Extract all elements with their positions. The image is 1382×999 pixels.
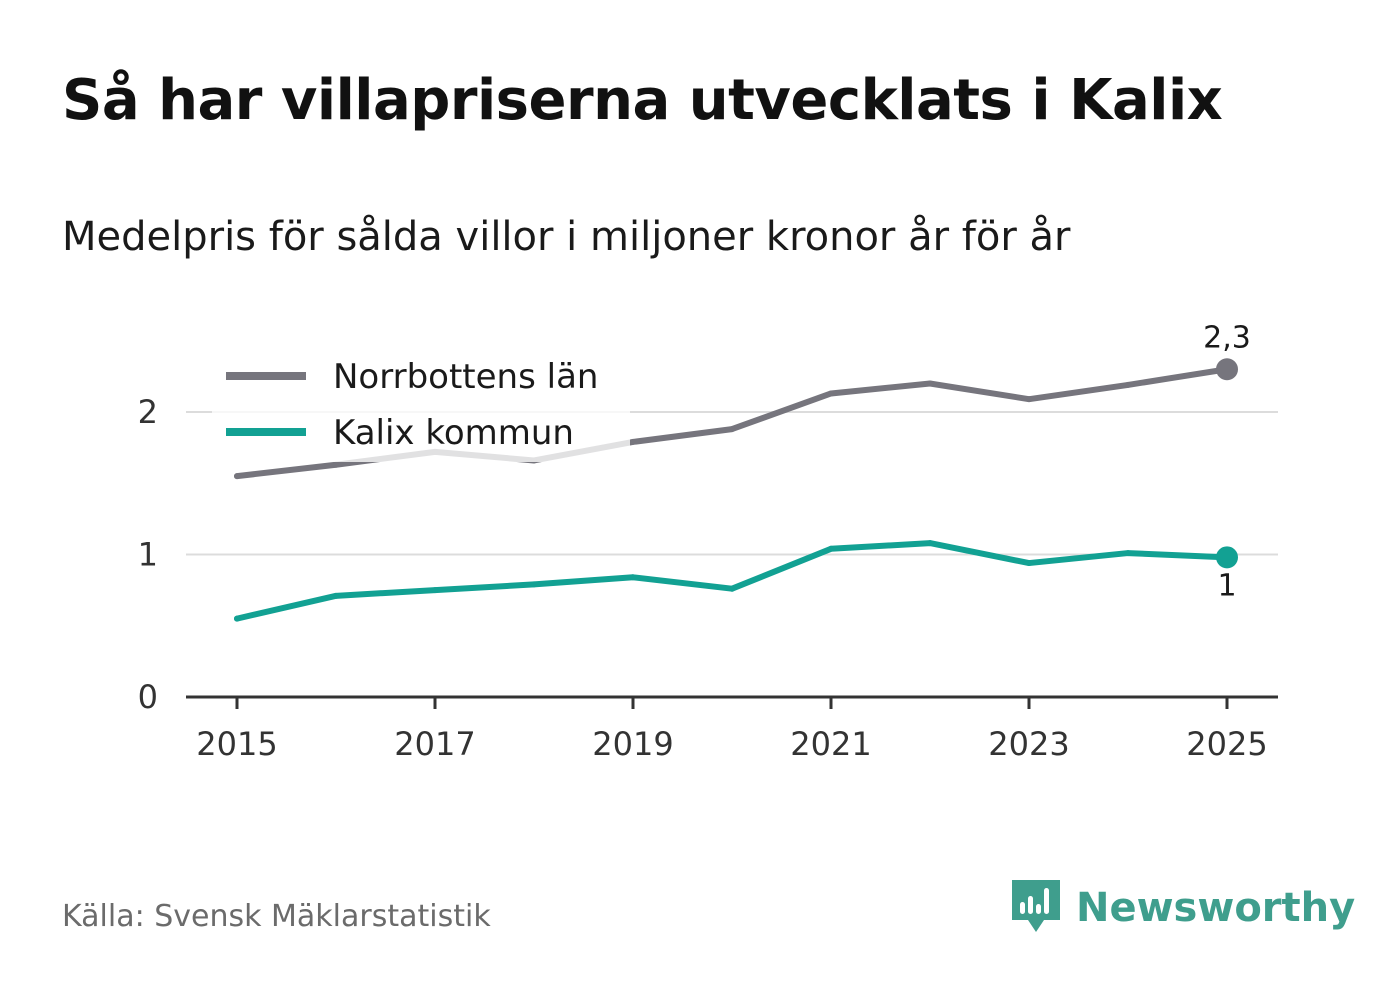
data-point-0-2019 (630, 438, 636, 445)
y-tick-label-2: 2 (138, 393, 158, 431)
legend-label-1: Kalix kommun (333, 413, 574, 453)
axes: 0 1 2 2015 2017 2019 2021 2023 2025 (138, 393, 1278, 763)
data-point-0-2015 (234, 473, 240, 480)
data-point-1-2018 (531, 581, 537, 588)
data-point-0-2023 (1026, 396, 1032, 403)
x-tick-label-2023: 2023 (988, 725, 1069, 763)
legend-background (212, 350, 630, 462)
x-tick-label-2025: 2025 (1186, 725, 1267, 763)
end-marker-1 (1216, 546, 1238, 569)
chart-subtitle: Medelpris för sålda villor i miljoner kr… (62, 214, 1071, 260)
x-tick-label-2021: 2021 (790, 725, 871, 763)
data-point-1-2016 (333, 592, 339, 599)
data-point-1-2017 (432, 587, 438, 594)
data-point-1-2023 (1026, 560, 1032, 567)
x-tick-label-2017: 2017 (394, 725, 475, 763)
data-point-0-2020 (729, 426, 735, 433)
data-point-1-2021 (828, 545, 834, 552)
brand-name: Newsworthy (1076, 885, 1356, 931)
x-tick-label-2019: 2019 (592, 725, 673, 763)
legend: Norrbottens län Kalix kommun (212, 350, 630, 462)
y-tick-label-0: 0 (138, 678, 158, 716)
end-label-1: 1 (1217, 568, 1236, 603)
series-lines: 2,31 (234, 320, 1251, 622)
legend-label-0: Norrbottens län (333, 357, 598, 397)
data-point-1-2015 (234, 615, 240, 622)
x-tick-label-2015: 2015 (196, 725, 277, 763)
data-point-0-2016 (333, 461, 339, 468)
source-note: Källa: Svensk Mäklarstatistik (62, 899, 491, 934)
data-point-0-2021 (828, 390, 834, 397)
brand-logo: Newsworthy (1010, 878, 1355, 938)
chart-title: Så har villapriserna utvecklats i Kalix (62, 68, 1223, 133)
data-point-1-2019 (630, 574, 636, 581)
end-marker-0 (1216, 358, 1238, 381)
data-point-0-2024 (1125, 381, 1131, 388)
end-label-0: 2,3 (1203, 320, 1251, 355)
y-tick-label-1: 1 (138, 536, 158, 574)
newsworthy-logo-icon (1012, 880, 1060, 932)
data-point-0-2022 (927, 380, 933, 387)
data-point-1-2020 (729, 585, 735, 592)
data-point-1-2022 (927, 540, 933, 547)
data-point-1-2024 (1125, 550, 1131, 557)
